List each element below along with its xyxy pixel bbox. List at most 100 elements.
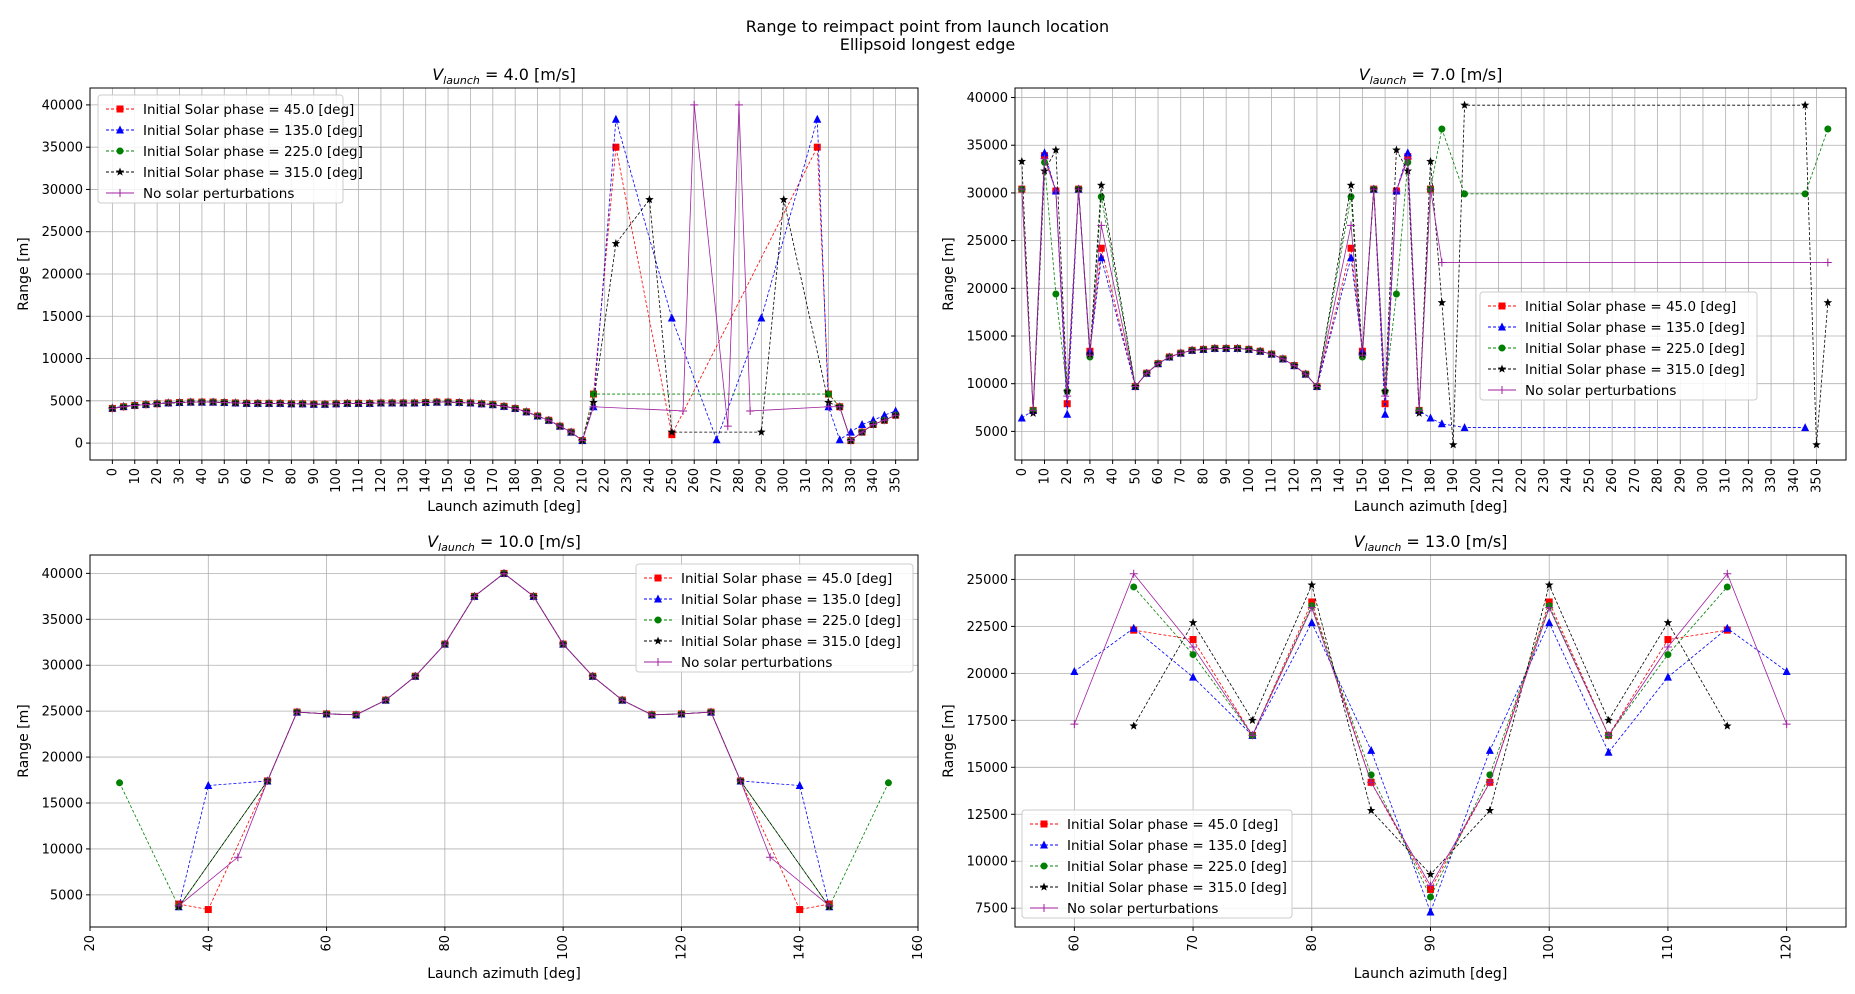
y-tick-label: 15000 xyxy=(42,797,83,812)
data-point xyxy=(1392,187,1401,196)
data-point xyxy=(1723,721,1732,730)
data-point xyxy=(1437,419,1446,428)
x-tick-label: 160 xyxy=(911,935,926,960)
data-point xyxy=(1824,125,1832,133)
data-point xyxy=(1426,185,1435,194)
x-tick-label: 10 xyxy=(128,468,143,485)
data-point xyxy=(1131,382,1140,391)
x-tick-label: 160 xyxy=(463,468,478,493)
data-point xyxy=(511,404,520,413)
data-point xyxy=(1210,344,1219,353)
data-point xyxy=(1460,100,1469,109)
legend-marker xyxy=(1040,820,1048,828)
x-tick-label: 290 xyxy=(1673,468,1688,493)
y-tick-label: 5000 xyxy=(50,394,83,409)
data-point xyxy=(116,779,124,787)
data-point xyxy=(835,402,844,411)
data-point xyxy=(757,427,766,436)
legend-label: No solar perturbations xyxy=(1067,901,1218,917)
subplot-4: 60 70 80 90 100 110 120 7500 10000 12500 15000 1750… xyxy=(941,532,1847,982)
subplot-title: Vlaunch = 10.0 [m/s] xyxy=(427,532,581,554)
data-point xyxy=(500,402,508,411)
data-point xyxy=(618,696,627,705)
x-tick-label: 50 xyxy=(217,468,232,485)
data-point xyxy=(1278,354,1287,363)
x-tick-label: 270 xyxy=(710,468,725,493)
x-tick-label: 220 xyxy=(598,468,613,493)
data-point xyxy=(1256,347,1265,356)
data-point xyxy=(354,399,363,408)
data-point xyxy=(522,407,531,416)
data-point xyxy=(1801,190,1809,198)
data-point xyxy=(1189,643,1198,652)
legend-marker xyxy=(116,105,124,113)
data-point xyxy=(813,143,821,151)
legend-marker xyxy=(115,167,125,176)
data-point xyxy=(1244,345,1253,354)
legend-label: Initial Solar phase = 225.0 [deg] xyxy=(1067,859,1287,875)
x-tick-label: 340 xyxy=(1787,468,1802,493)
data-point xyxy=(1544,580,1554,589)
data-point xyxy=(1130,583,1138,591)
legend-label: Initial Solar phase = 225.0 [deg] xyxy=(1525,341,1745,357)
x-tick-label: 20 xyxy=(150,468,165,485)
data-point xyxy=(1392,145,1401,154)
data-point xyxy=(1129,623,1138,632)
data-point xyxy=(824,402,833,411)
data-point xyxy=(322,709,331,718)
data-point xyxy=(645,195,654,204)
data-point xyxy=(440,640,449,649)
data-point xyxy=(1097,180,1106,189)
data-point xyxy=(399,398,408,407)
y-tick-label: 7500 xyxy=(975,902,1008,917)
data-point xyxy=(858,419,867,428)
legend-marker xyxy=(1498,344,1506,352)
data-point xyxy=(186,398,195,407)
data-point xyxy=(1085,351,1094,360)
x-tick-label: 180 xyxy=(508,468,523,493)
data-point xyxy=(1142,369,1151,378)
data-point xyxy=(1189,672,1198,681)
figure-suptitle-line2: Ellipsoid longest edge xyxy=(839,35,1016,54)
data-point xyxy=(1485,745,1494,754)
data-point xyxy=(736,776,745,785)
x-tick-label: 30 xyxy=(1083,468,1098,485)
legend-label: No solar perturbations xyxy=(681,655,832,671)
data-point xyxy=(589,398,598,407)
data-point xyxy=(1017,413,1026,422)
y-tick-label: 25000 xyxy=(42,705,83,720)
data-point xyxy=(470,592,479,601)
legend-box xyxy=(97,94,344,204)
data-point xyxy=(1188,618,1198,627)
x-tick-label: 40 xyxy=(201,935,216,952)
data-point xyxy=(293,708,301,717)
x-tick-label: 20 xyxy=(83,935,98,952)
x-tick-label: 260 xyxy=(1605,468,1620,493)
legend-marker xyxy=(116,125,124,134)
data-point xyxy=(1448,440,1458,449)
series-3 xyxy=(108,390,900,445)
data-point xyxy=(1347,221,1356,230)
legend-label: Initial Solar phase = 315.0 [deg] xyxy=(1525,362,1745,378)
data-point xyxy=(276,399,285,408)
data-point xyxy=(444,398,453,407)
y-tick-label: 40000 xyxy=(42,567,83,582)
data-point xyxy=(884,779,892,787)
data-point xyxy=(432,398,441,407)
x-tick-label: 240 xyxy=(1560,468,1575,493)
legend-box xyxy=(1021,809,1293,919)
x-tick-label: 300 xyxy=(777,468,792,493)
legend-box xyxy=(635,563,914,673)
y-tick-label: 25000 xyxy=(967,234,1008,249)
data-point xyxy=(141,400,150,409)
y-tick-label: 0 xyxy=(75,437,83,452)
y-axis-label: Range [m] xyxy=(941,704,957,777)
subplot-title: Vlaunch = 13.0 [m/s] xyxy=(1354,532,1508,554)
data-point xyxy=(588,672,597,681)
y-tick-label: 20000 xyxy=(42,751,83,766)
subplot-title: Vlaunch = 7.0 [m/s] xyxy=(1359,65,1503,87)
data-point xyxy=(1403,148,1412,157)
data-point xyxy=(1063,392,1072,401)
data-point xyxy=(612,143,620,151)
data-point xyxy=(263,776,272,785)
